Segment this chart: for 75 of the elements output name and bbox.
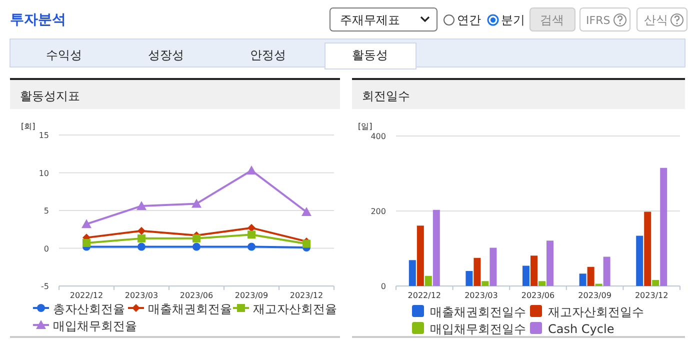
- bar: [660, 168, 668, 286]
- x-tick-label: 2023/09: [578, 291, 612, 300]
- point: [138, 226, 146, 235]
- text: 검색: [540, 13, 564, 27]
- text: 연간: [457, 13, 481, 27]
- y-tick-label: 0: [44, 244, 49, 254]
- point: [246, 165, 256, 174]
- bar: [490, 248, 497, 286]
- y-axis-title: [일]: [358, 122, 372, 131]
- point: [248, 242, 256, 251]
- point: [192, 234, 200, 242]
- x-tick-label: 2023/06: [521, 291, 555, 300]
- legend-label: 매출채권회전일수: [430, 305, 526, 319]
- point: [248, 224, 256, 232]
- y-axis-title: [회]: [21, 122, 36, 131]
- point: [192, 198, 202, 208]
- bar: [636, 236, 644, 286]
- y-tick-label: 200: [370, 207, 386, 216]
- y-tick-label: -5: [41, 282, 49, 291]
- point: [192, 242, 200, 251]
- text: 안정성: [250, 48, 286, 62]
- y-tick-label: 15: [38, 131, 49, 140]
- text: 성장성: [148, 48, 184, 62]
- bar: [408, 260, 416, 286]
- text: 주재무제표: [340, 13, 400, 27]
- bar: [474, 258, 481, 286]
- y-tick-label: 5: [44, 206, 49, 216]
- x-tick-label: 2022/12: [408, 291, 442, 300]
- x-tick-label: 2022/12: [70, 291, 104, 300]
- bar: [416, 226, 424, 286]
- legend-label: 매출채권회전율: [148, 302, 232, 316]
- bar: [587, 266, 594, 286]
- bar: [482, 281, 489, 286]
- point: [302, 207, 312, 216]
- y-tick-label: 0: [380, 282, 386, 291]
- bar: [424, 276, 432, 286]
- x-tick-label: 2023/12: [290, 291, 324, 300]
- text: 활동성: [352, 48, 388, 62]
- point: [302, 240, 310, 248]
- x-tick-label: 2023/03: [464, 291, 498, 300]
- legend-label: 매입채무회전일수: [430, 322, 526, 336]
- text: 투자분석: [10, 12, 66, 28]
- text: 분기: [501, 13, 525, 27]
- bar: [466, 271, 473, 286]
- bar: [603, 256, 610, 286]
- bar: [522, 266, 530, 286]
- text: 수익성: [46, 48, 82, 62]
- x-tick-label: 2023/09: [234, 291, 268, 300]
- legend-label: 재고자산회전율: [253, 302, 337, 316]
- point: [82, 238, 90, 247]
- x-tick-label: 2023/06: [180, 291, 214, 300]
- x-tick-label: 2023/03: [124, 291, 158, 300]
- text: IFRS: [586, 14, 610, 27]
- text: 산식: [644, 13, 668, 27]
- bar: [538, 281, 546, 286]
- x-tick-label: 2023/12: [634, 291, 668, 300]
- y-tick-label: 10: [38, 168, 49, 178]
- legend-label: 재고자산회전일수: [548, 305, 644, 319]
- bar: [546, 240, 554, 286]
- bar: [652, 280, 660, 286]
- y-tick-label: 400: [370, 132, 386, 141]
- point: [248, 230, 256, 239]
- chart-title: 회전일수: [362, 89, 410, 103]
- point: [138, 242, 146, 251]
- bar: [530, 256, 538, 286]
- bar: [644, 212, 652, 286]
- chart-title: 활동성지표: [20, 89, 80, 103]
- bar: [579, 274, 586, 286]
- legend-label: 총자산회전율: [53, 302, 125, 316]
- legend-label: 매입채무회전율: [53, 319, 137, 333]
- point: [136, 200, 146, 210]
- point: [82, 219, 92, 228]
- point: [138, 234, 146, 242]
- legend-label: Cash Cycle: [548, 322, 614, 336]
- bar: [432, 210, 440, 286]
